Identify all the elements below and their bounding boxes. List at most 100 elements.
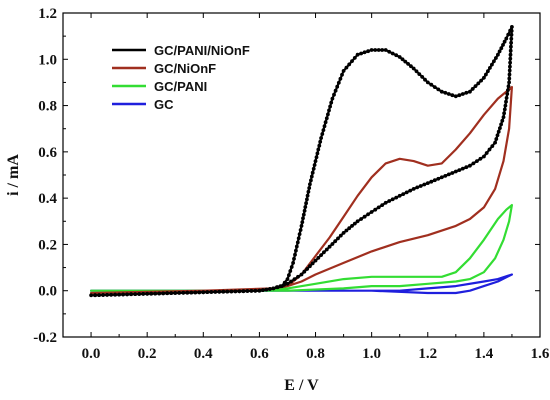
data-point <box>507 68 512 73</box>
data-point <box>387 49 392 54</box>
y-axis-title: i / mA <box>5 154 22 196</box>
data-point <box>507 76 512 81</box>
data-point <box>373 48 378 52</box>
data-point <box>282 283 286 287</box>
data-point <box>350 224 354 228</box>
data-point <box>275 285 279 290</box>
data-point <box>406 62 410 66</box>
data-point <box>169 291 174 295</box>
data-point <box>478 156 483 161</box>
data-point <box>271 286 276 291</box>
data-point <box>423 77 427 82</box>
data-point <box>205 290 210 294</box>
data-point <box>341 69 346 73</box>
data-point <box>476 81 481 86</box>
data-point <box>497 49 502 54</box>
data-point <box>394 53 399 58</box>
data-point <box>173 291 178 295</box>
data-point <box>362 50 367 55</box>
data-point <box>309 178 313 183</box>
data-point <box>453 94 458 99</box>
y-tick-label: 0.0 <box>38 284 57 300</box>
data-point <box>443 174 448 178</box>
data-point <box>149 291 154 296</box>
y-tick-label: 0.6 <box>38 145 57 161</box>
data-point <box>457 168 462 173</box>
y-tick-label: 1.0 <box>38 52 57 68</box>
data-point <box>468 163 472 168</box>
series-line <box>90 86 513 295</box>
data-point <box>507 80 511 85</box>
data-point <box>457 93 462 98</box>
data-point <box>499 122 503 127</box>
y-tick-label: -0.2 <box>33 330 57 346</box>
data-point <box>341 231 346 235</box>
data-point <box>509 40 513 45</box>
data-point <box>189 290 194 295</box>
data-point <box>320 132 325 136</box>
data-point <box>495 133 500 138</box>
legend-entry: GC/PANI <box>112 79 207 94</box>
series-gc-nionf <box>90 86 513 295</box>
data-point <box>394 195 399 200</box>
data-point <box>509 44 513 49</box>
series-line <box>90 204 513 292</box>
data-point <box>359 217 363 221</box>
series-gc-pani-nionf <box>89 25 514 298</box>
data-point <box>479 78 483 83</box>
data-point <box>338 76 343 81</box>
data-point <box>496 129 501 134</box>
data-point <box>338 233 343 238</box>
data-point <box>197 290 202 295</box>
data-point <box>305 267 309 271</box>
data-point <box>330 242 335 246</box>
data-point <box>316 256 321 260</box>
data-point <box>487 147 492 152</box>
data-point <box>289 265 294 269</box>
data-point <box>380 203 385 208</box>
data-point <box>436 176 441 181</box>
data-point <box>425 181 430 186</box>
data-point <box>502 39 507 44</box>
data-point <box>484 151 489 155</box>
data-point <box>313 258 318 263</box>
data-point <box>397 193 402 198</box>
data-point <box>105 293 109 297</box>
data-point <box>113 292 117 297</box>
y-tick-label: 0.8 <box>38 99 57 115</box>
data-point <box>490 144 495 149</box>
legend-label: GC/PANI <box>154 79 207 94</box>
data-point <box>177 291 182 295</box>
data-point <box>470 87 475 91</box>
data-point <box>460 166 465 171</box>
data-point <box>411 66 416 71</box>
data-point <box>508 48 513 53</box>
data-point <box>322 250 326 255</box>
data-point <box>376 48 381 52</box>
series-gc <box>90 273 513 295</box>
data-point <box>153 291 158 296</box>
data-point <box>366 49 370 54</box>
data-point <box>291 261 295 265</box>
data-point <box>362 214 367 219</box>
x-axis-title: E / V <box>284 377 319 394</box>
data-point <box>505 92 510 96</box>
data-point <box>311 166 316 171</box>
data-point <box>443 90 448 95</box>
data-point <box>314 155 319 160</box>
data-point <box>297 232 302 237</box>
data-point <box>450 171 455 175</box>
data-point <box>473 84 478 88</box>
data-point <box>285 277 290 281</box>
data-point <box>101 293 105 297</box>
data-point <box>506 88 510 92</box>
data-point <box>347 226 352 231</box>
legend-label: GC/PANI/NiOnF <box>154 43 250 58</box>
legend-entry: GC/PANI/NiOnF <box>112 43 250 58</box>
data-point <box>289 279 293 284</box>
data-point <box>268 287 272 291</box>
data-point <box>352 221 357 226</box>
data-point <box>417 72 422 76</box>
legend: GC/PANI/NiOnF GC/NiOnF GC/PANI GC <box>112 43 250 112</box>
data-point <box>241 289 246 294</box>
